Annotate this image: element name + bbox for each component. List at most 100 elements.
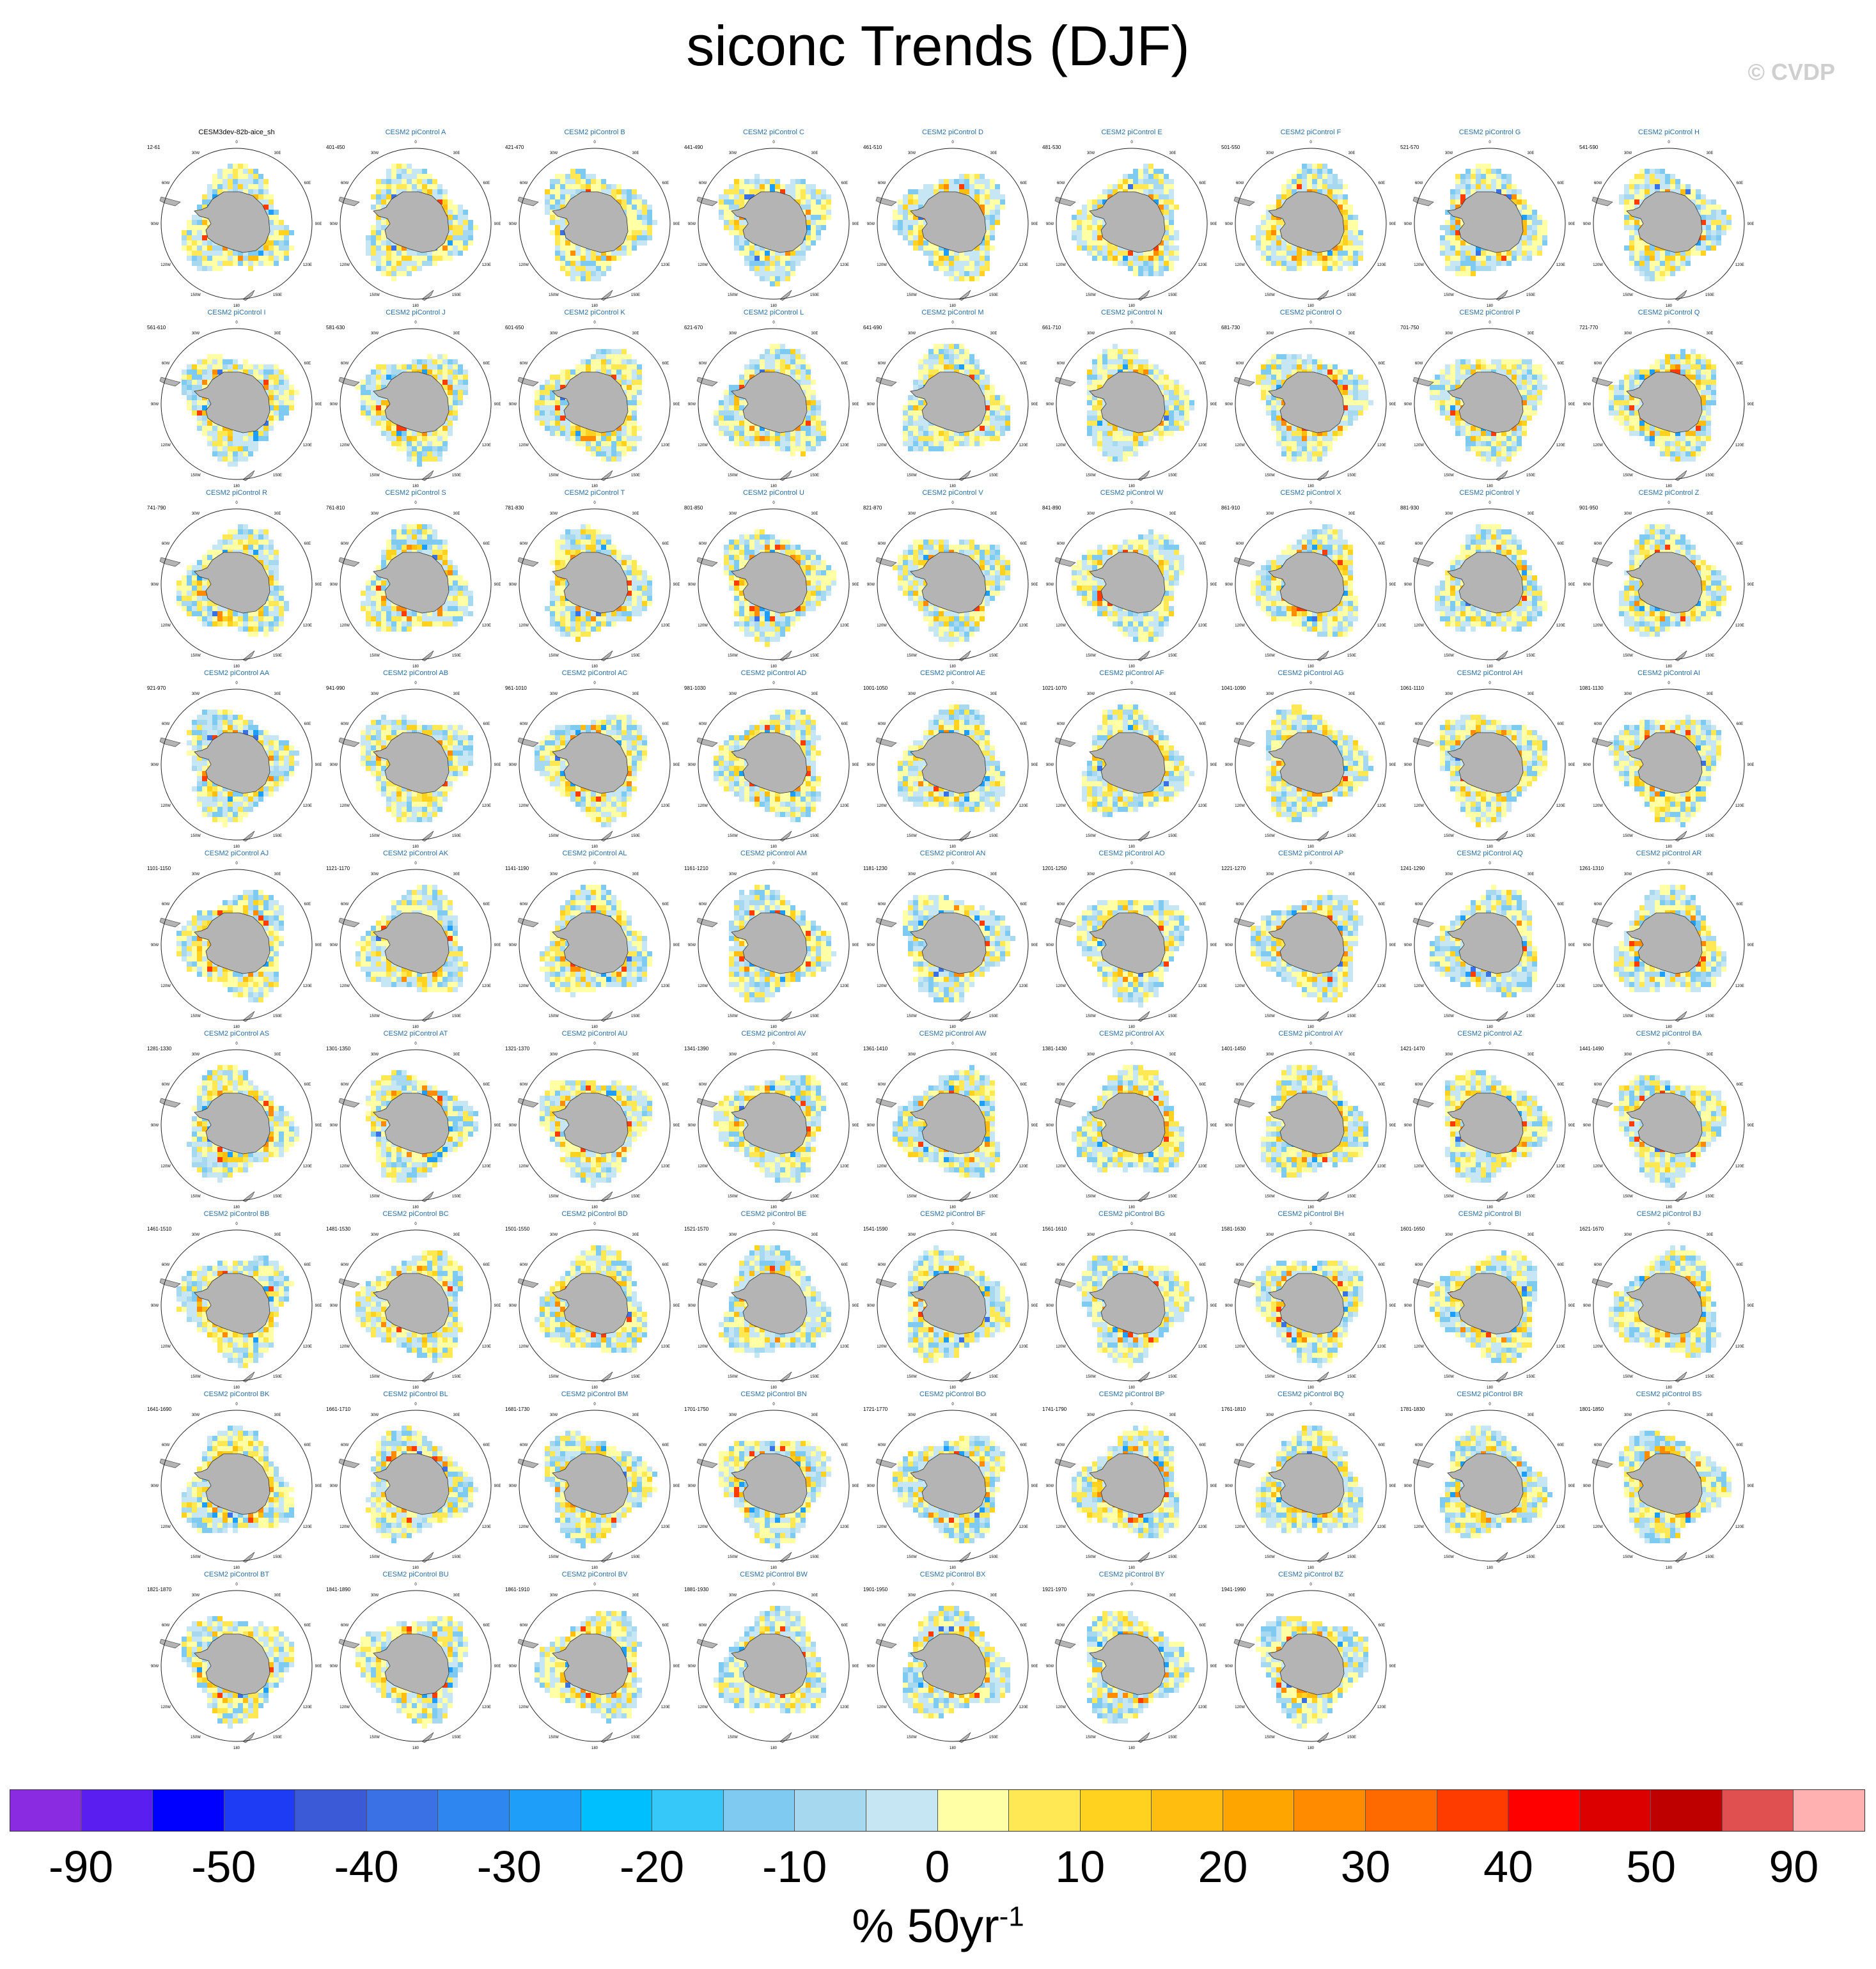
- antarctica-landmass: [1447, 191, 1524, 253]
- longitude-label: 30W: [1087, 512, 1095, 516]
- longitude-label: 0: [1130, 862, 1133, 866]
- longitude-label: 0: [1489, 681, 1491, 685]
- longitude-label: 180: [1666, 1025, 1673, 1029]
- longitude-label: 60E: [1558, 903, 1565, 907]
- longitude-label: 120E: [1198, 444, 1207, 447]
- longitude-label: 0: [235, 1403, 238, 1406]
- longitude-label: 30W: [371, 692, 379, 696]
- longitude-label: 90E: [852, 583, 859, 587]
- panel-title: CESM2 piControl BA: [1579, 1029, 1758, 1038]
- map-panel: 0 30E 60E 90E 120E 150E 180 150W 120W 90W 60W 30W CE…: [684, 849, 863, 1029]
- panel-years: 1801-1850: [1579, 1406, 1604, 1413]
- longitude-label: 90E: [673, 583, 680, 587]
- longitude-label: 180: [412, 304, 419, 308]
- longitude-label: 90E: [852, 944, 859, 947]
- longitude-label: 90W: [867, 944, 875, 947]
- longitude-label: 60W: [520, 542, 528, 546]
- longitude-label: 90W: [509, 1484, 517, 1488]
- new-zealand: [779, 1371, 792, 1383]
- new-zealand: [1496, 830, 1508, 842]
- panel-title: CESM2 piControl AW: [863, 1029, 1042, 1038]
- longitude-label: 90W: [1583, 222, 1591, 226]
- new-zealand: [1496, 650, 1508, 662]
- longitude-label: 30W: [192, 152, 200, 155]
- longitude-label: 150W: [728, 1736, 738, 1739]
- longitude-label: 30W: [1266, 332, 1274, 336]
- longitude-label: 120E: [1556, 624, 1565, 628]
- south-america-tip: [1054, 1638, 1076, 1649]
- longitude-label: 120E: [1019, 804, 1028, 808]
- longitude-label: 120W: [1414, 444, 1424, 447]
- longitude-label: 60W: [699, 182, 707, 185]
- longitude-label: 150W: [549, 1015, 559, 1018]
- map-boundary: [1056, 508, 1208, 660]
- longitude-label: 90E: [1747, 1304, 1755, 1308]
- longitude-label: 30E: [453, 1053, 460, 1057]
- south-america-tip: [159, 557, 181, 567]
- map-boundary: [1414, 1049, 1566, 1201]
- longitude-label: 30E: [1528, 1053, 1535, 1057]
- longitude-label: 180: [1308, 1566, 1315, 1570]
- longitude-label: 30E: [990, 1233, 997, 1237]
- longitude-label: 60W: [1236, 362, 1244, 366]
- south-america-tip: [696, 1098, 718, 1108]
- longitude-label: 30E: [1707, 1413, 1714, 1417]
- south-america-tip: [517, 196, 539, 206]
- longitude-label: 120E: [1377, 444, 1386, 447]
- new-zealand: [1675, 1011, 1687, 1022]
- longitude-label: 90E: [494, 1484, 501, 1488]
- map-boundary: [1593, 869, 1745, 1021]
- new-zealand: [600, 1732, 613, 1743]
- longitude-label: 30E: [990, 1594, 997, 1598]
- panel-title: CESM2 piControl BZ: [1221, 1570, 1400, 1579]
- longitude-label: 150E: [273, 834, 282, 838]
- longitude-label: 180: [950, 304, 957, 308]
- longitude-label: 90W: [1583, 1484, 1591, 1488]
- longitude-label: 120W: [340, 804, 350, 808]
- longitude-label: 180: [591, 665, 598, 669]
- longitude-label: 150E: [1347, 474, 1356, 478]
- longitude-label: 90W: [509, 1124, 517, 1128]
- new-zealand: [779, 830, 792, 842]
- longitude-label: 30W: [1266, 1053, 1274, 1057]
- longitude-label: 60W: [1415, 182, 1423, 185]
- longitude-label: 30E: [1707, 873, 1714, 876]
- longitude-label: 180: [1308, 665, 1315, 669]
- south-america-tip: [1412, 917, 1434, 928]
- longitude-label: 120W: [698, 1345, 708, 1349]
- longitude-label: 60E: [1020, 1444, 1028, 1447]
- colorbar-tick-label: 20: [1159, 1841, 1286, 1892]
- longitude-label: 60W: [341, 1444, 349, 1447]
- longitude-label: 90E: [1389, 403, 1396, 407]
- longitude-label: 60E: [1020, 362, 1028, 366]
- map-panel: 0 30E 60E 90E 120E 150E 180 150W 120W 90W 60W 30W CE…: [1221, 308, 1400, 488]
- longitude-label: 90W: [688, 222, 696, 226]
- longitude-label: 60W: [878, 542, 886, 546]
- cvdp-credit: © CVDP: [1747, 59, 1835, 86]
- panel-title: CESM2 piControl AO: [1042, 849, 1221, 858]
- longitude-label: 90E: [673, 944, 680, 947]
- map-panel: 0 30E 60E 90E 120E 150E 180 150W 120W 90W 60W 30W CE…: [1221, 1390, 1400, 1570]
- longitude-label: 120W: [340, 1345, 350, 1349]
- longitude-label: 120W: [519, 1706, 529, 1709]
- longitude-label: 30E: [453, 873, 460, 876]
- longitude-label: 120W: [698, 444, 708, 447]
- map-boundary: [519, 148, 671, 300]
- south-america-tip: [338, 1638, 360, 1649]
- south-america-tip: [159, 1278, 181, 1288]
- longitude-label: 60W: [162, 722, 170, 726]
- antarctica-landmass: [552, 1453, 629, 1515]
- south-america-tip: [1233, 1278, 1255, 1288]
- longitude-label: 180: [950, 665, 957, 669]
- longitude-label: 60W: [1415, 1444, 1423, 1447]
- panel-years: 921-970: [147, 685, 166, 692]
- new-zealand: [242, 1732, 255, 1743]
- colorbar-swatch: [224, 1790, 296, 1831]
- longitude-label: 0: [1309, 681, 1312, 685]
- longitude-label: 180: [233, 665, 240, 669]
- antarctica-landmass: [1626, 912, 1703, 974]
